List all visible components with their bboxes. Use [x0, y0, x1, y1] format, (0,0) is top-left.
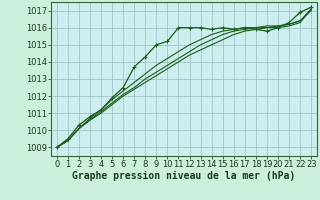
X-axis label: Graphe pression niveau de la mer (hPa): Graphe pression niveau de la mer (hPa)	[72, 171, 296, 181]
